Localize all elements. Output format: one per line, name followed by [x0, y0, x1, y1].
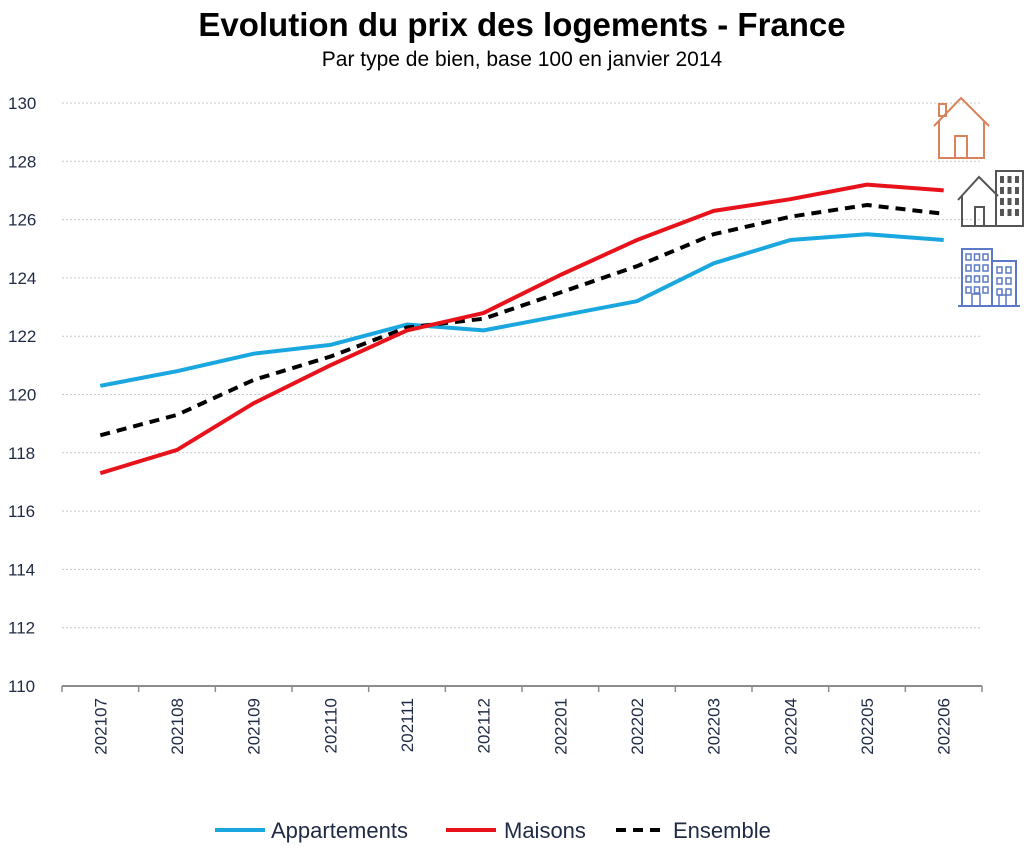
- y-tick-label: 126: [8, 211, 36, 230]
- y-tick-label: 124: [8, 269, 36, 288]
- legend-label: Appartements: [271, 818, 408, 843]
- series-lines: [99, 182, 944, 476]
- y-tick-label: 112: [8, 619, 35, 638]
- house-icon: [933, 96, 990, 159]
- x-tick-label: 202109: [245, 698, 264, 755]
- gridlines: [62, 102, 982, 629]
- chart-subtitle: Par type de bien, base 100 en janvier 20…: [321, 48, 723, 71]
- x-tick-label: 202108: [168, 698, 187, 755]
- y-tick-label: 130: [8, 94, 36, 113]
- apartment-building-icon: [958, 248, 1020, 307]
- x-tick-label: 202202: [628, 698, 647, 755]
- x-tick-label: 202206: [935, 698, 954, 755]
- y-tick-label: 110: [8, 677, 35, 696]
- series-line-appartements: [99, 232, 944, 388]
- chart-title: Evolution du prix des logements - France: [198, 6, 846, 43]
- x-tick-label: 202205: [858, 698, 877, 755]
- x-tick-label: 202112: [475, 698, 494, 753]
- mixed-buildings-icon: [957, 170, 1024, 227]
- series-line-maisons: [99, 182, 944, 476]
- x-tick-label: 202110: [321, 698, 340, 753]
- x-axis: 202107 202108 202109 202110 202111 202112 2022…: [61, 685, 983, 755]
- y-tick-label: 114: [8, 560, 35, 579]
- x-tick-label: 202201: [551, 698, 570, 755]
- y-axis: 110 112 114 116 118 120 122 124 126 128 130: [8, 94, 36, 696]
- x-tick-label: 202204: [781, 698, 800, 755]
- x-tick-label: 202107: [91, 698, 110, 755]
- series-line-ensemble: [99, 203, 944, 438]
- y-tick-label: 116: [8, 502, 35, 521]
- legend: Appartements Maisons Ensemble: [215, 818, 771, 843]
- legend-label: Ensemble: [673, 818, 771, 843]
- y-tick-label: 118: [8, 444, 35, 463]
- x-tick-label: 202203: [705, 698, 724, 755]
- y-tick-label: 128: [8, 152, 36, 171]
- y-tick-label: 120: [8, 386, 36, 405]
- y-tick-label: 122: [8, 327, 36, 346]
- x-tick-label: 202111: [398, 698, 417, 752]
- legend-label: Maisons: [504, 818, 586, 843]
